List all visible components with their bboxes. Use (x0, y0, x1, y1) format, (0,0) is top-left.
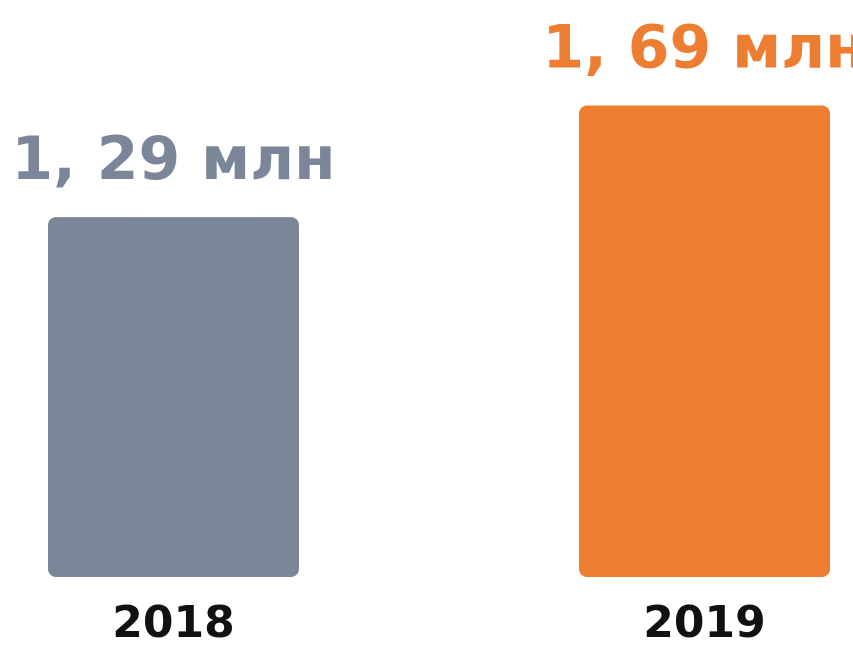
x-tick-label: 2018 (112, 597, 234, 648)
bar (48, 217, 299, 577)
value-label: 1, 29 млн (11, 124, 335, 194)
value-label: 1, 69 млн (542, 12, 853, 82)
bar (579, 105, 830, 578)
x-tick-label: 2019 (643, 597, 765, 648)
